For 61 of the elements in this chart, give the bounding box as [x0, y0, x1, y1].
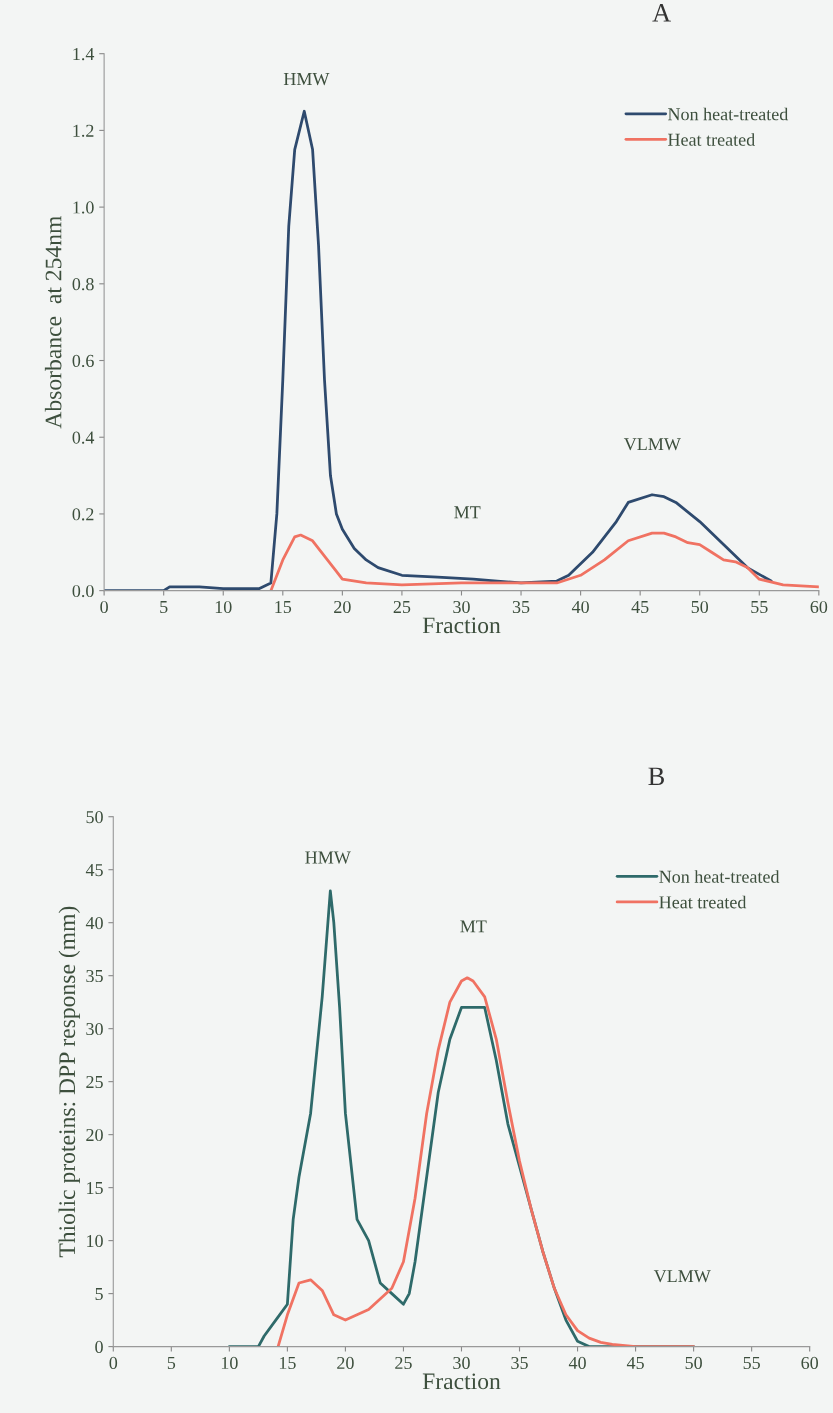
y-tick-label: 15 [87, 1181, 103, 1195]
x-tick-label: 25 [393, 600, 411, 614]
x-tick-label: 25 [395, 1356, 412, 1370]
x-tick-label: 20 [334, 600, 351, 614]
x-tick-label: 5 [160, 601, 168, 614]
y-tick-label: 1.2 [73, 124, 94, 137]
y-axis-title: Thiolic proteins: DPP response (mm) [58, 906, 80, 1258]
x-axis-title: Fraction [422, 1373, 501, 1390]
y-tick-label: 30 [86, 1022, 103, 1036]
y-tick-label: 40 [85, 916, 103, 930]
y-tick-label: 0.0 [72, 584, 94, 598]
legend-label: Non heat-treated [668, 107, 789, 121]
legend-label: Non heat-treated [659, 870, 780, 883]
y-tick-label: 45 [85, 864, 103, 877]
x-tick-label: 40 [571, 600, 589, 614]
y-tick-label: 0.4 [72, 431, 95, 444]
y-tick-label: 0.6 [72, 354, 94, 368]
x-tick-label: 5 [167, 1357, 176, 1370]
chart-title: B [648, 767, 664, 785]
x-tick-label: 55 [743, 1357, 760, 1370]
x-tick-label: 35 [512, 600, 530, 614]
y-tick-label: 1.0 [73, 201, 94, 214]
x-tick-label: 60 [801, 1356, 819, 1370]
chart-title: A [652, 4, 671, 22]
y-axis-title: Absorbance at 254nm [44, 215, 62, 429]
y-tick-label: 0.8 [72, 278, 94, 291]
x-tick-label: 30 [453, 600, 470, 614]
y-tick-label: 50 [86, 810, 103, 824]
annotation: VLMW [653, 1270, 711, 1283]
x-axis-title: Fraction [422, 617, 501, 634]
x-tick-label: 15 [275, 600, 292, 614]
x-tick-label: 45 [626, 1356, 644, 1370]
legend-label: Heat treated [659, 895, 747, 909]
annotation: HMW [283, 73, 330, 86]
x-tick-label: 35 [511, 1356, 528, 1370]
annotation: HMW [305, 851, 351, 864]
x-tick-label: 50 [691, 600, 709, 614]
line-series [269, 531, 819, 591]
annotation: VLMW [623, 438, 681, 451]
y-tick-label: 5 [95, 1288, 103, 1301]
y-tick-label: 0 [95, 1340, 103, 1354]
y-tick-label: 35 [86, 969, 103, 983]
x-tick-label: 55 [751, 601, 768, 614]
x-tick-label: 15 [279, 1356, 296, 1370]
legend-label: Heat treated [668, 133, 755, 146]
annotation: MT [454, 506, 481, 519]
y-tick-label: 1.4 [73, 48, 95, 61]
x-tick-label: 45 [631, 601, 649, 614]
x-tick-label: 60 [810, 600, 828, 614]
x-tick-label: 10 [215, 600, 232, 614]
y-tick-label: 25 [86, 1075, 103, 1089]
y-tick-label: 20 [86, 1128, 103, 1142]
x-tick-label: 40 [568, 1356, 586, 1370]
x-tick-label: 0 [109, 1356, 118, 1370]
y-tick-label: 0.2 [72, 508, 94, 521]
annotation: MT [460, 920, 487, 933]
x-tick-label: 30 [453, 1356, 470, 1370]
x-tick-label: 50 [685, 1356, 702, 1370]
y-tick-label: 10 [87, 1234, 103, 1248]
x-tick-label: 20 [337, 1356, 354, 1370]
x-tick-label: 10 [221, 1356, 238, 1370]
